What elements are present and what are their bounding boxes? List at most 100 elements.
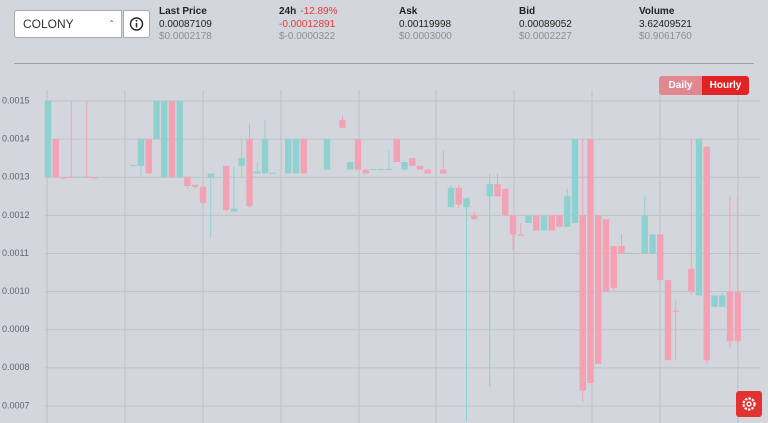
candle-body [649,234,656,254]
info-button[interactable] [123,10,150,38]
hourly-button[interactable]: Hourly [702,76,749,95]
candle-body [75,176,83,178]
candle-body [68,176,75,178]
candle-body [734,291,741,342]
candle-body [610,245,617,288]
stat-label-row: Ask [399,6,452,19]
stat-label-row: Last Price [159,6,212,19]
candle-body [494,184,501,197]
candle-body [564,196,571,227]
stat-value: 3.62409521 [639,18,692,30]
candle-body [347,162,354,170]
candle-body [401,162,408,170]
candle-body [587,139,594,384]
candle-body [238,158,245,166]
candle-body [207,173,214,178]
candle-body [83,176,90,178]
market-select[interactable]: COLONY ⌃ [14,10,122,38]
y-tick-label: 0.0009 [2,324,30,334]
candle-body [230,208,238,212]
candle-body [416,165,424,170]
stat-label-row: 24h -12.89% [279,6,337,19]
stat-label: Ask [399,6,418,17]
stat-column: Volume 3.62409521 $0.9061760 [639,6,692,44]
candle-body [184,177,191,187]
stat-column: Ask 0.00119998 $0.0003000 [399,6,452,44]
candle-body [424,169,431,174]
candle-body [370,168,377,171]
candle-body [60,177,67,179]
candle-body [292,139,300,174]
candle-body [153,101,160,140]
y-tick-label: 0.0013 [2,172,30,182]
candle-body [339,120,346,128]
stat-label: 24h [279,6,297,17]
stat-label: Last Price [159,6,207,17]
candle-body [486,184,493,197]
candle-body [323,139,331,170]
candle-body [525,215,532,223]
y-tick-label: 0.0015 [2,95,30,105]
candle-body [440,169,447,174]
candle-body [626,252,633,254]
candle-body [579,215,586,391]
candle-body [719,295,726,307]
candle-body [199,186,207,203]
candle-body [641,215,648,254]
y-tick-label: 0.0010 [2,286,30,296]
y-tick-label: 0.0012 [2,210,30,220]
gear-icon [742,397,756,411]
candle-body [246,139,253,207]
stat-label-row: Volume [639,6,692,19]
candle-body [269,172,276,174]
stat-label: Bid [519,6,536,17]
candle-body [703,146,710,361]
candle-body [362,169,369,174]
stat-label: Volume [639,6,675,17]
stat-value: 0.00089052 [519,18,572,30]
candle-body [657,234,664,281]
candle-body [548,215,555,231]
stat-usd: $-0.0000322 [279,31,336,42]
candle-body [176,101,183,178]
daily-button[interactable]: Daily [659,76,702,95]
chevron: ⌃ [108,19,115,28]
stat-column: Bid 0.00089052 $0.0002227 [519,6,572,44]
stat-usd: $0.0002178 [159,31,212,42]
stat-value: -0.00012891 [279,18,336,30]
candle-body [726,291,734,342]
candle-body [540,215,548,231]
candle-body [517,234,524,236]
candle-body [378,168,385,171]
candle-body [300,139,307,174]
candle-body [385,168,393,171]
y-tick-label: 0.0007 [2,400,30,410]
candle-body [91,177,98,179]
candle-body [556,215,563,227]
stat-column: Last Price 0.00087109 $0.0002178 [159,6,212,44]
candle-body [455,187,462,205]
candle-body [695,139,703,296]
candle-body [509,215,517,235]
candle-body [533,215,540,231]
candle-body [571,139,579,223]
candle-body [137,139,145,166]
stat-label-row: Bid [519,6,572,19]
stat-change: -12.89% [300,6,338,17]
candle-body [354,139,362,170]
y-tick-label: 0.0011 [2,248,29,258]
candle-body [168,101,176,178]
candle-body [192,184,199,187]
candle-body [161,101,168,178]
stat-usd: $0.0003000 [399,31,452,42]
candle-body [688,268,695,292]
candle-body [254,171,261,174]
candle-body [602,219,610,292]
candle-body [409,158,416,166]
candle-body [471,215,478,220]
candle-body [502,188,509,216]
candle-body [711,295,718,307]
settings-button[interactable] [736,391,762,417]
